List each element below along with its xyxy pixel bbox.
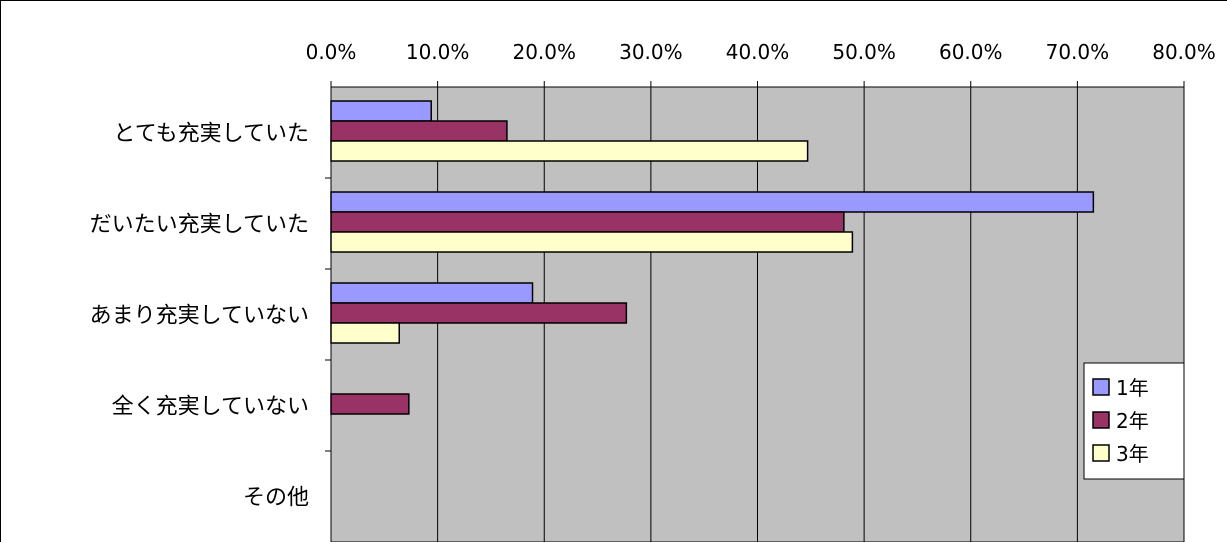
legend: 1年 2年 3年 bbox=[1083, 362, 1185, 480]
legend-swatch bbox=[1092, 411, 1110, 429]
bar-2-3 bbox=[330, 231, 854, 253]
x-tick-label: 80.0% bbox=[1152, 40, 1216, 64]
category-label: 全く充実していない bbox=[112, 395, 309, 420]
bar-1-2 bbox=[330, 120, 508, 142]
category-label: その他 bbox=[243, 486, 309, 511]
legend-label: 3年 bbox=[1116, 442, 1149, 466]
x-tick-label: 20.0% bbox=[512, 40, 576, 64]
x-tick-label: 60.0% bbox=[939, 40, 1003, 64]
legend-swatch bbox=[1092, 378, 1110, 396]
x-tick-label: 10.0% bbox=[406, 40, 470, 64]
x-tick-label: 50.0% bbox=[832, 40, 896, 64]
bar-3-3 bbox=[330, 322, 400, 344]
x-axis-ticks: 0.0% 10.0% 20.0% 30.0% 40.0% 50.0% 60.0% 70.0% 8… bbox=[306, 40, 1216, 452]
category-label: あまり充実していない bbox=[90, 304, 309, 329]
x-tick-label: 70.0% bbox=[1046, 40, 1110, 64]
legend-swatch bbox=[1092, 444, 1110, 462]
x-tick-label: 40.0% bbox=[726, 40, 790, 64]
x-tick-label: 0.0% bbox=[306, 40, 357, 64]
legend-label: 2年 bbox=[1116, 409, 1149, 433]
bar-2-2 bbox=[330, 211, 845, 233]
bar-1-3 bbox=[330, 140, 809, 162]
x-tick-label: 30.0% bbox=[619, 40, 683, 64]
y-axis-category-labels: とても充実していただいたい充実していたあまり充実していない全く充実していないその… bbox=[90, 122, 309, 511]
category-label: だいたい充実していた bbox=[90, 213, 309, 238]
bar-3-1 bbox=[330, 282, 534, 304]
legend-label: 1年 bbox=[1116, 376, 1149, 400]
category-label: とても充実していた bbox=[113, 122, 309, 147]
bar-4-2 bbox=[330, 393, 410, 415]
bar-1-1 bbox=[330, 100, 432, 122]
bar-2-1 bbox=[330, 191, 1095, 213]
bars bbox=[330, 100, 1095, 415]
bar-3-2 bbox=[330, 302, 628, 324]
